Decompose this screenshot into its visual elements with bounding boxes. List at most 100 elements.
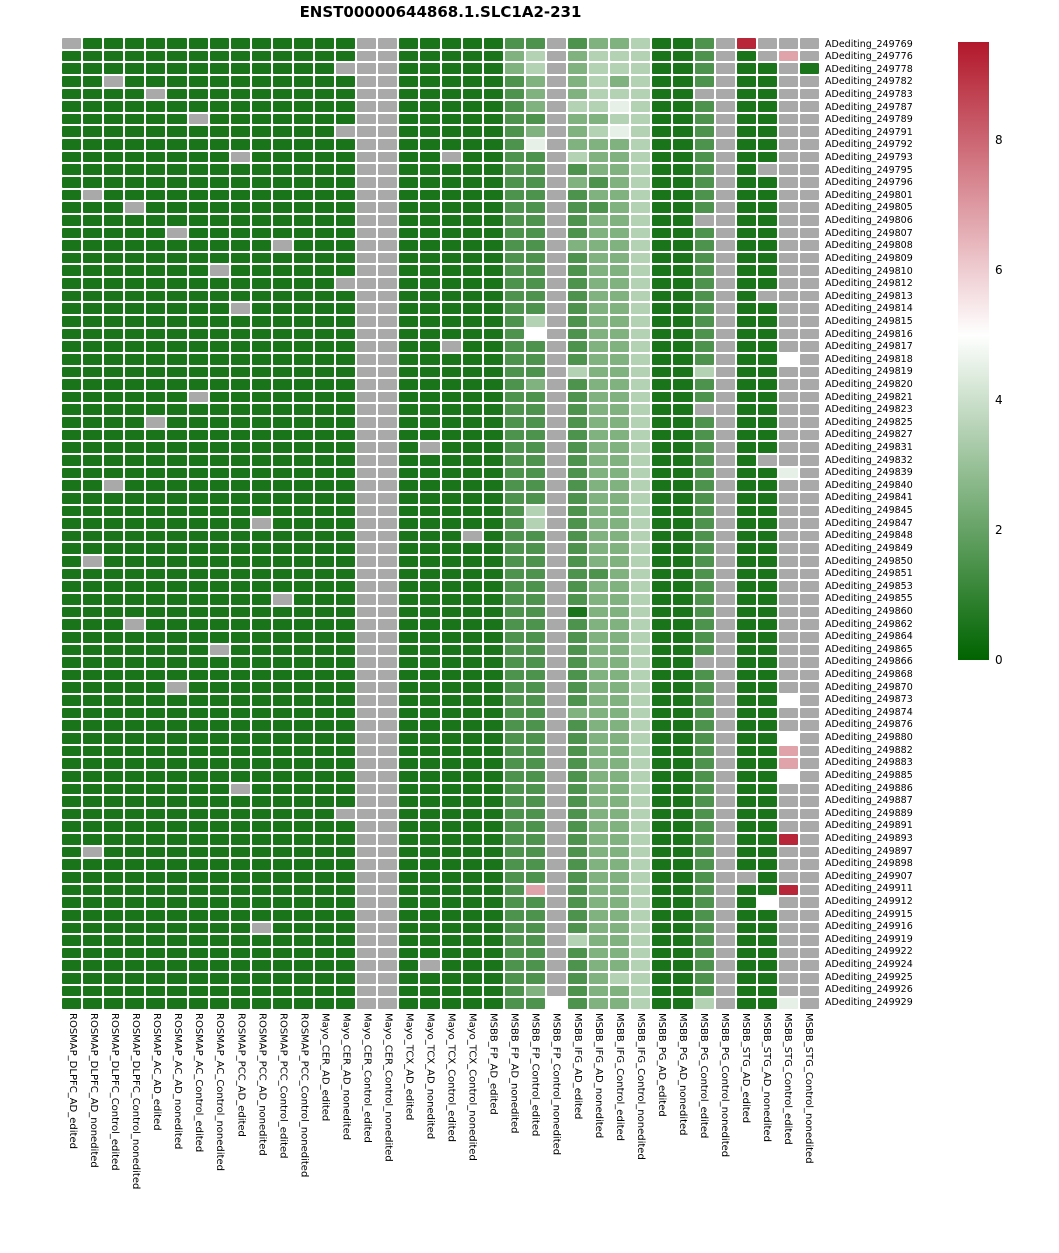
heatmap-cell: [420, 682, 440, 694]
heatmap-cell: [83, 202, 103, 213]
heatmap-cell: [399, 88, 419, 100]
heatmap-cell: [799, 455, 819, 466]
heatmap-cell: [378, 341, 398, 352]
heatmap-cell: [525, 733, 545, 744]
heatmap-cell: [83, 303, 103, 314]
heatmap-cell: [799, 758, 819, 769]
heatmap-cell: [525, 935, 545, 946]
heatmap-cell: [230, 733, 250, 744]
heatmap-cell: [62, 998, 82, 1009]
heatmap-cell: [167, 240, 187, 251]
row-label: ADediting_249848: [825, 530, 913, 542]
heatmap-cell: [209, 202, 229, 213]
heatmap-cell: [652, 442, 672, 453]
heatmap-cell: [125, 556, 145, 567]
heatmap-cell: [104, 733, 124, 744]
heatmap-cell: [715, 404, 735, 416]
heatmap-cell: [209, 252, 229, 264]
heatmap-cell: [272, 606, 292, 618]
heatmap-cell: [799, 745, 819, 757]
heatmap-cell: [652, 669, 672, 681]
heatmap-cell: [631, 126, 651, 138]
heatmap-cell: [125, 606, 145, 618]
heatmap-cell: [778, 278, 798, 289]
heatmap-cell: [568, 404, 588, 416]
heatmap-cell: [715, 821, 735, 833]
heatmap-cell: [336, 240, 356, 251]
heatmap-cell: [251, 467, 271, 479]
heatmap-cell: [652, 695, 672, 706]
heatmap-cell: [589, 707, 609, 719]
heatmap-cell: [378, 278, 398, 289]
heatmap-cell: [589, 139, 609, 150]
heatmap-cell: [230, 341, 250, 352]
heatmap-cell: [272, 846, 292, 858]
heatmap-cell: [315, 770, 335, 782]
heatmap-cell: [83, 316, 103, 327]
heatmap-cell: [504, 278, 524, 289]
heatmap-cell: [441, 467, 461, 479]
heatmap-cell: [293, 745, 313, 757]
heatmap-cell: [336, 947, 356, 959]
heatmap-cell: [315, 745, 335, 757]
heatmap-cell: [799, 341, 819, 352]
heatmap-cell: [357, 164, 377, 175]
heatmap-cell: [272, 821, 292, 833]
heatmap-cell: [441, 657, 461, 668]
heatmap-cell: [83, 353, 103, 365]
column-label: ROSMAP_AC_Control_edited: [193, 1013, 205, 1153]
heatmap-cell: [441, 543, 461, 555]
heatmap-cell: [715, 960, 735, 972]
heatmap-cell: [209, 947, 229, 959]
heatmap-cell: [778, 568, 798, 580]
heatmap-cell: [209, 745, 229, 757]
heatmap-cell: [568, 492, 588, 504]
heatmap-cell: [652, 530, 672, 542]
heatmap-cell: [83, 594, 103, 605]
heatmap-cell: [272, 631, 292, 643]
heatmap-cell: [673, 669, 693, 681]
heatmap-cell: [167, 202, 187, 213]
heatmap-cell: [546, 379, 566, 390]
heatmap-cell: [188, 707, 208, 719]
heatmap-cell: [251, 606, 271, 618]
heatmap-cell: [694, 505, 714, 517]
heatmap-cell: [336, 556, 356, 567]
heatmap-cell: [209, 568, 229, 580]
heatmap-cell: [293, 720, 313, 731]
heatmap-cell: [336, 214, 356, 226]
heatmap-cell: [83, 88, 103, 100]
heatmap-cell: [209, 101, 229, 112]
heatmap-cell: [188, 594, 208, 605]
heatmap-cell: [504, 745, 524, 757]
heatmap-cell: [167, 404, 187, 416]
heatmap-cell: [167, 164, 187, 175]
heatmap-cell: [799, 922, 819, 934]
heatmap-cell: [504, 808, 524, 820]
heatmap-cell: [272, 88, 292, 100]
heatmap-cell: [336, 252, 356, 264]
heatmap-cell: [62, 631, 82, 643]
heatmap-cell: [483, 846, 503, 858]
heatmap-cell: [799, 240, 819, 251]
heatmap-cell: [462, 808, 482, 820]
heatmap-cell: [610, 139, 630, 150]
heatmap-cell: [83, 38, 103, 49]
heatmap-cell: [462, 859, 482, 870]
heatmap-cell: [715, 101, 735, 112]
heatmap-cell: [188, 897, 208, 908]
heatmap-cell: [188, 480, 208, 491]
heatmap-cell: [736, 669, 756, 681]
heatmap-cell: [336, 63, 356, 74]
heatmap-cell: [652, 846, 672, 858]
heatmap-cell: [167, 998, 187, 1009]
heatmap-cell: [715, 214, 735, 226]
heatmap-cell: [631, 189, 651, 201]
heatmap-cell: [462, 783, 482, 795]
heatmap-cell: [251, 278, 271, 289]
heatmap-cell: [483, 556, 503, 567]
heatmap-cell: [209, 467, 229, 479]
heatmap-cell: [357, 543, 377, 555]
heatmap-cell: [568, 290, 588, 302]
heatmap-cell: [251, 151, 271, 163]
